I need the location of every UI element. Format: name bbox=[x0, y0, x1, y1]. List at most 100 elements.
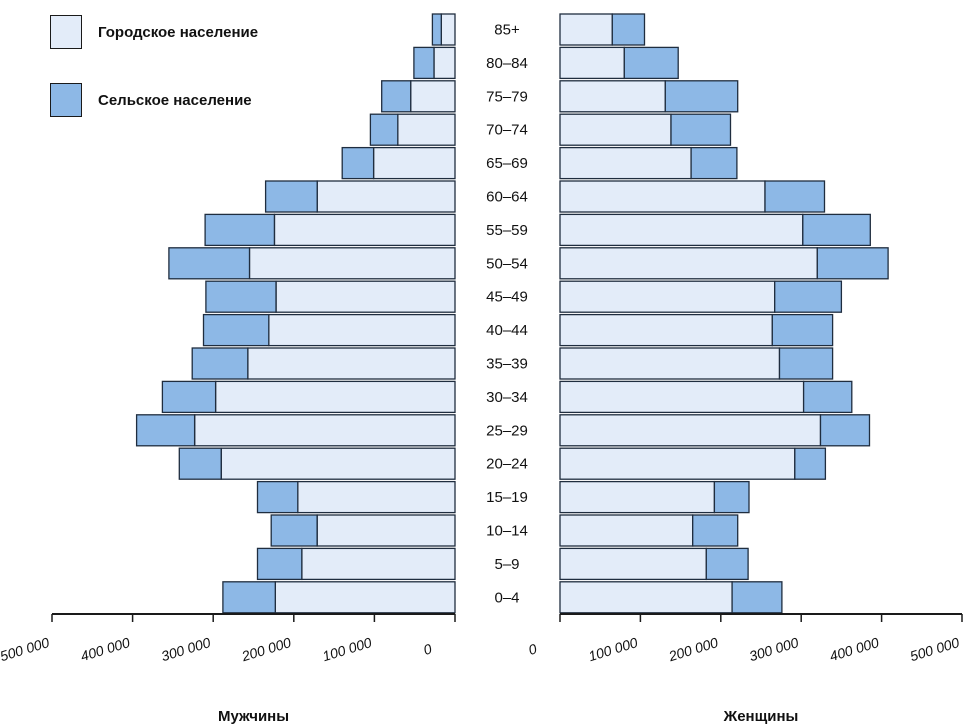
bar-male-urban-11 bbox=[273, 213, 456, 247]
age-label-2: 10–14 bbox=[486, 523, 528, 540]
bar-female-urban-4 bbox=[559, 447, 796, 480]
bar-male-rural-9 bbox=[205, 280, 277, 313]
age-label-16: 80–84 bbox=[486, 55, 528, 72]
age-label-8: 40–44 bbox=[486, 322, 528, 339]
bar-female-rural-6 bbox=[802, 380, 853, 414]
bar-female-rural-11 bbox=[802, 213, 871, 247]
bar-male-urban-10 bbox=[248, 247, 456, 280]
bar-female-urban-6 bbox=[559, 380, 805, 414]
x-tick-label-male-3: 300 000 bbox=[159, 634, 212, 664]
bar-female-urban-3 bbox=[559, 480, 716, 514]
x-tick-label-female-3: 300 000 bbox=[747, 634, 800, 664]
age-label-13: 65–69 bbox=[486, 155, 528, 172]
legend-label-rural: Сельское население bbox=[98, 91, 252, 109]
bar-male-rural-10 bbox=[168, 247, 251, 280]
age-label-9: 45–49 bbox=[486, 289, 528, 306]
x-tick-label-female-0: 0 bbox=[526, 640, 538, 658]
age-label-5: 25–29 bbox=[486, 422, 528, 439]
legend-label-urban: Городское население bbox=[98, 23, 259, 41]
age-label-6: 30–34 bbox=[486, 389, 528, 406]
age-label-10: 50–54 bbox=[486, 255, 528, 272]
age-label-0: 0–4 bbox=[494, 589, 519, 606]
x-tick-label-male-0: 0 bbox=[421, 640, 433, 658]
age-label-15: 75–79 bbox=[486, 88, 528, 105]
bar-female-rural-13 bbox=[690, 146, 738, 180]
bar-male-rural-1 bbox=[256, 547, 303, 581]
bar-male-urban-8 bbox=[268, 313, 456, 347]
bar-male-rural-13 bbox=[341, 146, 375, 180]
axis-title-male: Мужчины bbox=[218, 708, 289, 725]
bar-female-rural-0 bbox=[731, 581, 783, 614]
bar-male-urban-4 bbox=[220, 447, 456, 480]
bar-female-urban-8 bbox=[559, 313, 773, 347]
bar-female-urban-7 bbox=[559, 347, 781, 380]
bar-male-urban-2 bbox=[316, 514, 456, 547]
bar-female-urban-15 bbox=[559, 80, 666, 113]
bar-female-rural-17 bbox=[611, 13, 646, 46]
bar-male-rural-7 bbox=[191, 347, 249, 380]
bar-male-rural-16 bbox=[413, 46, 435, 80]
bar-female-urban-5 bbox=[559, 414, 822, 447]
bar-male-rural-2 bbox=[270, 514, 318, 547]
bar-male-urban-6 bbox=[214, 380, 456, 414]
bar-male-rural-5 bbox=[135, 414, 196, 447]
legend-item-urban: Городское население bbox=[50, 15, 258, 49]
bar-male-rural-0 bbox=[222, 581, 276, 614]
bar-female-urban-13 bbox=[559, 146, 692, 180]
age-label-3: 15–19 bbox=[486, 489, 528, 506]
x-tick-label-female-5: 500 000 bbox=[908, 634, 961, 664]
bar-male-rural-6 bbox=[161, 380, 217, 414]
legend-swatch-urban bbox=[50, 15, 82, 49]
bar-male-urban-7 bbox=[247, 347, 456, 380]
bar-male-urban-3 bbox=[297, 480, 456, 514]
bar-male-urban-14 bbox=[397, 113, 456, 146]
legend-swatch-rural bbox=[50, 83, 82, 117]
x-tick-label-female-1: 100 000 bbox=[586, 634, 639, 664]
bar-female-urban-14 bbox=[559, 113, 672, 146]
bar-male-urban-0 bbox=[274, 581, 456, 614]
bar-male-urban-5 bbox=[194, 414, 456, 447]
bar-male-rural-4 bbox=[178, 447, 222, 480]
bar-male-rural-8 bbox=[202, 313, 270, 347]
bar-female-rural-5 bbox=[819, 414, 871, 447]
bar-male-urban-1 bbox=[301, 547, 456, 581]
x-tick-label-male-5: 500 000 bbox=[0, 634, 51, 664]
bar-female-urban-2 bbox=[559, 514, 694, 547]
age-label-1: 5–9 bbox=[494, 556, 519, 573]
bar-female-rural-8 bbox=[771, 313, 834, 347]
age-label-17: 85+ bbox=[494, 22, 520, 39]
bar-male-rural-11 bbox=[204, 213, 276, 247]
bar-female-rural-7 bbox=[778, 347, 834, 380]
bar-female-rural-3 bbox=[713, 480, 750, 514]
bar-female-rural-10 bbox=[816, 247, 889, 280]
bar-female-urban-1 bbox=[559, 547, 707, 581]
age-label-12: 60–64 bbox=[486, 189, 528, 206]
bar-female-rural-2 bbox=[692, 514, 739, 547]
bar-male-urban-9 bbox=[275, 280, 456, 313]
bar-female-rural-15 bbox=[664, 80, 739, 113]
age-label-11: 55–59 bbox=[486, 222, 528, 239]
bar-male-urban-15 bbox=[410, 80, 456, 113]
bar-female-urban-12 bbox=[559, 180, 766, 213]
bar-male-rural-17 bbox=[431, 13, 442, 46]
bar-male-urban-17 bbox=[440, 13, 456, 46]
bar-male-urban-16 bbox=[433, 46, 456, 80]
bar-female-urban-9 bbox=[559, 280, 776, 313]
x-tick-label-male-1: 100 000 bbox=[320, 634, 373, 664]
bar-male-rural-14 bbox=[369, 113, 399, 146]
bar-female-urban-10 bbox=[559, 247, 818, 280]
bar-male-urban-12 bbox=[316, 180, 456, 213]
bar-female-urban-0 bbox=[559, 581, 733, 614]
bar-female-rural-12 bbox=[764, 180, 826, 213]
x-tick-label-male-4: 400 000 bbox=[79, 634, 132, 664]
age-label-14: 70–74 bbox=[486, 122, 528, 139]
bar-female-urban-11 bbox=[559, 213, 804, 247]
bar-female-rural-4 bbox=[794, 447, 827, 480]
x-tick-label-male-2: 200 000 bbox=[239, 634, 293, 664]
bar-female-rural-14 bbox=[670, 113, 732, 146]
bar-female-rural-16 bbox=[623, 46, 679, 80]
bar-male-urban-13 bbox=[372, 146, 456, 180]
age-label-7: 35–39 bbox=[486, 356, 528, 373]
bar-female-rural-9 bbox=[774, 280, 843, 313]
